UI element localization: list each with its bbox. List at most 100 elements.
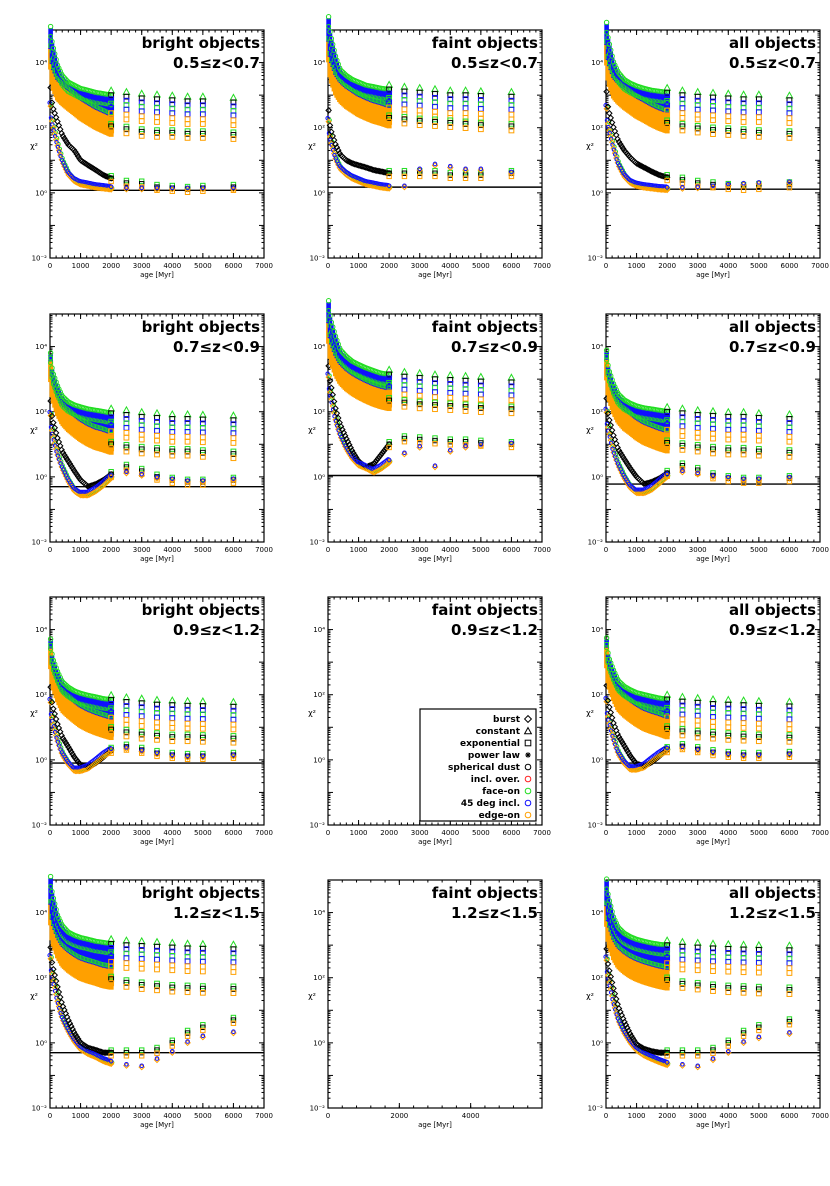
- y-tick-label: 10⁴: [591, 59, 603, 67]
- y-tick-label: 10⁰: [591, 189, 603, 197]
- x-tick-label: 2000: [380, 262, 398, 270]
- data-point: [461, 86, 470, 94]
- x-tick-label: 4000: [441, 546, 459, 554]
- data-point: [333, 409, 341, 417]
- data-point: [416, 118, 423, 124]
- data-point: [386, 183, 392, 189]
- x-axis-label: age [Myr]: [140, 555, 174, 563]
- data-point: [326, 122, 334, 129]
- data-point: [710, 181, 716, 188]
- data-point: [123, 444, 130, 451]
- data-point: [230, 122, 237, 129]
- data-point: [123, 183, 130, 189]
- plot-frame: [49, 29, 265, 259]
- data-point: [756, 180, 762, 185]
- early-age-band: [47, 350, 115, 499]
- data-point: [604, 103, 612, 110]
- data-point: [708, 88, 718, 96]
- data-point: [184, 452, 191, 459]
- data-point: [614, 135, 621, 143]
- y-tick-label: 10⁴: [35, 626, 47, 634]
- data-point: [123, 93, 130, 100]
- early-age-band: [603, 347, 671, 497]
- y-tick-label: 10²: [35, 691, 47, 699]
- chart-panel-2: 10⁻² 10⁰ 10² 10⁴ 0 1000 2000 3000 4000 5000 6000 70…: [308, 14, 551, 279]
- x-tick-label: 4000: [163, 546, 181, 554]
- data-point: [447, 124, 454, 130]
- data-point: [50, 705, 57, 713]
- data-point: [724, 407, 733, 416]
- x-tick-label: 1000: [72, 546, 90, 554]
- late-age-columns: [663, 402, 794, 486]
- y-tick-label: 10⁴: [591, 343, 603, 351]
- data-point: [69, 464, 76, 472]
- data-point: [385, 80, 394, 88]
- data-point: [447, 442, 453, 448]
- x-tick-label: 0: [48, 546, 52, 554]
- data-point: [63, 139, 71, 147]
- y-tick-label: 10⁰: [313, 473, 325, 481]
- data-point: [606, 109, 613, 117]
- data-point: [401, 173, 408, 180]
- data-point: [678, 404, 687, 412]
- data-point: [169, 438, 176, 445]
- data-point: [326, 133, 334, 140]
- data-point: [477, 110, 484, 117]
- data-point: [169, 115, 176, 122]
- data-point: [154, 185, 160, 191]
- y-tick-label: 10⁴: [35, 59, 47, 67]
- data-point: [56, 386, 62, 392]
- data-point: [447, 172, 453, 178]
- data-point: [51, 424, 59, 432]
- panel-title: faint objects: [432, 34, 538, 52]
- data-point: [154, 96, 160, 103]
- data-point: [786, 115, 793, 122]
- x-tick-label: 6000: [781, 262, 799, 270]
- data-point: [230, 132, 237, 138]
- x-tick-label: 6000: [503, 546, 521, 554]
- data-point: [138, 118, 145, 124]
- data-point: [122, 405, 131, 414]
- data-point: [664, 177, 670, 184]
- data-point: [664, 124, 671, 130]
- y-tick-label: 10²: [591, 124, 603, 132]
- x-tick-label: 3000: [133, 262, 151, 270]
- data-point: [603, 88, 610, 95]
- data-point: [138, 450, 145, 457]
- data-point: [694, 116, 701, 123]
- data-point: [401, 170, 408, 176]
- plot-frame: [327, 29, 543, 259]
- data-point: [755, 133, 762, 140]
- data-point: [169, 120, 176, 126]
- data-point: [137, 407, 146, 416]
- data-point: [679, 127, 686, 134]
- x-tick-label: 3000: [689, 546, 707, 554]
- x-tick-label: 5000: [194, 546, 212, 554]
- data-point: [338, 347, 344, 354]
- data-point: [199, 98, 206, 105]
- y-tick-label: 10⁴: [313, 59, 325, 67]
- data-point: [48, 355, 53, 361]
- data-point: [199, 134, 206, 141]
- data-point: [725, 431, 732, 438]
- late-age-columns: [107, 86, 238, 196]
- x-tick-label: 1000: [72, 262, 90, 270]
- data-point: [139, 185, 145, 191]
- data-point: [108, 175, 114, 181]
- data-point: [415, 83, 424, 91]
- data-point: [710, 131, 716, 137]
- data-point: [108, 178, 114, 185]
- panel-title: bright objects: [142, 34, 261, 52]
- y-axis-label: χ²: [30, 709, 38, 718]
- data-point: [231, 476, 236, 481]
- data-point: [710, 430, 716, 437]
- x-tick-label: 7000: [811, 262, 829, 270]
- data-point: [48, 412, 56, 420]
- data-point: [477, 92, 484, 99]
- data-point: [386, 119, 393, 125]
- data-point: [123, 429, 130, 436]
- x-axis-label: age [Myr]: [696, 271, 730, 279]
- data-point: [754, 90, 763, 98]
- x-tick-label: 7000: [533, 546, 551, 554]
- data-point: [608, 47, 614, 53]
